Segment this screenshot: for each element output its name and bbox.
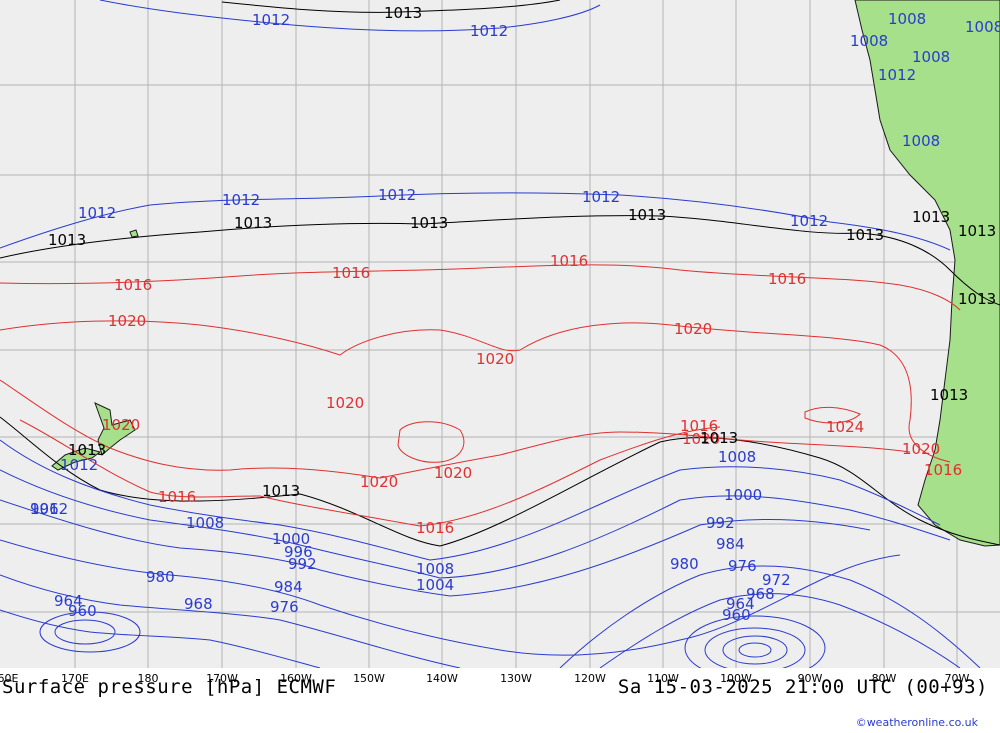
isobar-label: 1020 (476, 350, 514, 368)
isobar-label: 1012 (222, 191, 260, 209)
isobar-label: 984 (716, 535, 745, 553)
isobar-label: 1020 (434, 464, 472, 482)
map-title: Surface pressure [hPa] ECMWF (2, 676, 337, 698)
lon-label: 170E (61, 672, 89, 685)
isobar-label: 1012 (582, 188, 620, 206)
new-zealand-south-island (51, 447, 102, 471)
isobar-label: 1013 (628, 206, 666, 224)
isobar-label: 976 (728, 557, 757, 575)
isobar-label: 1012 (78, 204, 116, 222)
isobar-label: 1016 (158, 488, 196, 506)
isobar-label: 1008 (888, 10, 926, 28)
lon-label: 100W (720, 672, 752, 685)
isobar-label: 1013 (958, 290, 996, 308)
isobar-label: 1013 (958, 222, 996, 240)
isobar-label: 1008 (718, 448, 756, 466)
isobar-label: 1016 (924, 461, 962, 479)
isobar-labels: 1012 1013 1012 1008 1008 1008 1008 1012 … (30, 4, 1000, 624)
isobar-label: 996 (30, 500, 59, 518)
lon-label: 160W (280, 672, 312, 685)
isobar-label: 1012 (378, 186, 416, 204)
isobar-label: 1016 (550, 252, 588, 270)
isobar-label: 1013 (846, 226, 884, 244)
isobar-label: 996 (284, 543, 313, 561)
isobar-label: 984 (274, 578, 303, 596)
isobar-label: 1016 (114, 276, 152, 294)
isobar-label: 980 (146, 568, 175, 586)
isobars-1013 (0, 0, 1000, 547)
isobar-label: 1000 (724, 486, 762, 504)
isobar-label: 1020 (326, 394, 364, 412)
isobar-label: 1016 (768, 270, 806, 288)
lon-label: 130W (500, 672, 532, 685)
isobar-label: 1013 (68, 441, 106, 459)
isobar-label: 1008 (965, 18, 1000, 36)
isobars-low (0, 0, 981, 668)
isobar-label: 1013 (262, 482, 300, 500)
isobar-label: 1004 (416, 576, 454, 594)
isobar-label: 964 (54, 592, 83, 610)
isobars-high (0, 264, 961, 527)
isobar-label: 1012 (60, 456, 98, 474)
lon-label: 80W (871, 672, 897, 685)
isobar-label: 1024 (826, 418, 864, 436)
south-america-land (854, 0, 1000, 547)
isobar-label: 960 (722, 606, 751, 624)
map-footer (0, 668, 1000, 733)
isobar-label: 1013 (912, 208, 950, 226)
isobar-label: 1013 (48, 231, 86, 249)
lon-label: 60E (0, 672, 19, 685)
lon-label: 140W (426, 672, 458, 685)
small-island (129, 229, 139, 238)
isobar-label: 980 (670, 555, 699, 573)
isobar-label: 1020 (102, 416, 140, 434)
isobar-label: 1008 (186, 514, 224, 532)
isobar-label: 1020 (108, 312, 146, 330)
valid-time: Sa 15-03-2025 21:00 UTC (00+93) (617, 676, 988, 698)
isobar-label: 1000 (272, 530, 310, 548)
isobar-label: 960 (68, 602, 97, 620)
isobar-label: 1020 (902, 440, 940, 458)
isobar-label: 1012 (30, 500, 68, 518)
isobar-label: 1020 (674, 320, 712, 338)
isobar-label: 1020 (360, 473, 398, 491)
isobar-label: 1013 (384, 4, 422, 22)
isobar-label: 992 (288, 555, 317, 573)
lat-lon-grid (0, 0, 1000, 668)
isobar-label: 1012 (252, 11, 290, 29)
lon-label: 90W (797, 672, 823, 685)
isobar-label: 1008 (416, 560, 454, 578)
isobar-label: 1020 (682, 430, 720, 448)
lon-label: 120W (574, 672, 606, 685)
isobar-label: 1016 (680, 417, 718, 435)
map-background (0, 0, 1000, 668)
lon-label: 110W (647, 672, 679, 685)
isobar-label: 1012 (790, 212, 828, 230)
land-masses (51, 0, 1000, 547)
isobar-label: 964 (726, 595, 755, 613)
isobar-label: 972 (762, 571, 791, 589)
lon-label: 180 (137, 672, 159, 685)
isobar-label: 1013 (234, 214, 272, 232)
lon-label: 70W (944, 672, 970, 685)
new-zealand-north-island (94, 402, 136, 456)
isobar-label: 968 (184, 595, 213, 613)
isobar-label: 1008 (912, 48, 950, 66)
isobar-label: 1013 (410, 214, 448, 232)
credit-link[interactable]: ©weatheronline.co.uk (855, 716, 978, 729)
isobar-label: 976 (270, 598, 299, 616)
isobar-label: 1008 (902, 132, 940, 150)
isobar-label: 1016 (416, 519, 454, 537)
isobar-label: 1013 (700, 429, 738, 447)
isobar-label: 992 (706, 514, 735, 532)
lon-label: 170W (206, 672, 238, 685)
lon-label: 150W (353, 672, 385, 685)
isobar-label: 968 (746, 585, 775, 603)
isobar-label: 1012 (470, 22, 508, 40)
isobar-label: 1016 (332, 264, 370, 282)
weather-map: 1012 1013 1012 1008 1008 1008 1008 1012 … (0, 0, 1000, 668)
isobar-label: 1012 (878, 66, 916, 84)
isobar-label: 1008 (850, 32, 888, 50)
isobar-label: 1013 (930, 386, 968, 404)
